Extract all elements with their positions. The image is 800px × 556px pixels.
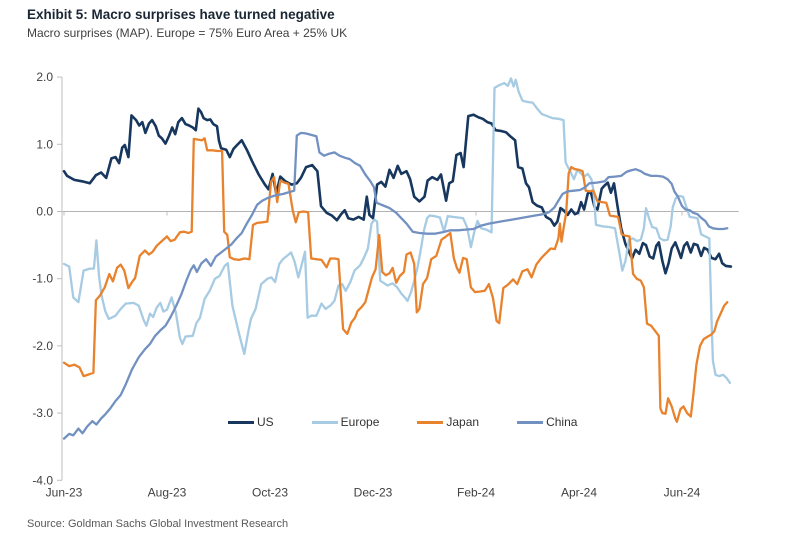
y-tick-label: -4.0 (32, 473, 53, 487)
y-tick-label: -1.0 (32, 272, 53, 286)
series-line-us (62, 107, 733, 275)
legend-item-china: China (517, 415, 577, 429)
chart-title: Exhibit 5: Macro surprises have turned n… (27, 7, 335, 22)
x-tick-label: Feb-24 (457, 485, 495, 499)
series-line-china (62, 131, 729, 440)
legend-label-us: US (257, 415, 274, 429)
chart-legend: US Europe Japan China (228, 415, 615, 429)
x-tick-label: Jun-23 (46, 485, 83, 499)
x-tick-label: Apr-24 (561, 485, 597, 499)
legend-item-japan: Japan (417, 415, 479, 429)
legend-swatch-europe (311, 420, 338, 424)
chart-subtitle: Macro surprises (MAP). Europe = 75% Euro… (27, 26, 348, 40)
x-tick-label: Jun-24 (664, 485, 701, 499)
y-tick-label: -3.0 (32, 406, 53, 420)
legend-item-us: US (228, 415, 274, 429)
series-line-europe (62, 77, 732, 385)
y-tick-label: -2.0 (32, 339, 53, 353)
x-tick-label: Oct-23 (252, 485, 288, 499)
legend-swatch-japan (417, 420, 444, 424)
legend-label-japan: Japan (446, 415, 480, 429)
source-note: Source: Goldman Sachs Global Investment … (27, 518, 289, 530)
series-line-japan (62, 137, 729, 423)
legend-label-china: China (546, 415, 578, 429)
x-tick-label: Aug-23 (148, 485, 187, 499)
y-tick-label: 1.0 (36, 137, 53, 151)
y-tick-label: 0.0 (36, 205, 53, 219)
legend-swatch-china (517, 420, 544, 424)
y-tick-label: 2.0 (36, 70, 53, 84)
x-tick-label: Dec-23 (354, 485, 393, 499)
legend-item-europe: Europe (311, 415, 380, 429)
legend-swatch-us (228, 420, 254, 424)
legend-label-europe: Europe (340, 415, 380, 429)
